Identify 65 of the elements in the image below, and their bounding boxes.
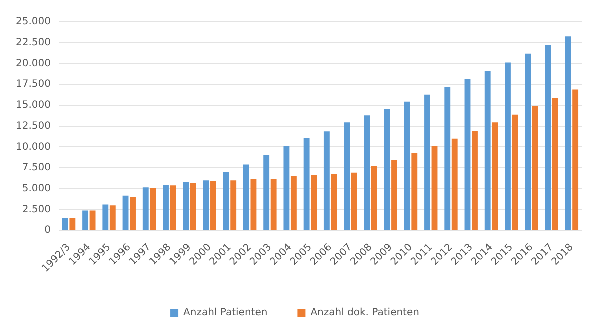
bar: [163, 185, 169, 230]
legend-label: Anzahl Patienten: [184, 308, 268, 319]
bar: [183, 182, 190, 230]
bar: [565, 36, 572, 230]
bar: [82, 210, 89, 230]
bar: [210, 181, 216, 230]
bar: [122, 196, 129, 230]
bar: [331, 174, 338, 230]
bar: [304, 138, 310, 230]
y-tick-label: 12.500: [16, 120, 51, 132]
bar: [223, 172, 230, 230]
bar: [102, 204, 109, 230]
bar: [170, 186, 176, 230]
bar: [203, 180, 210, 230]
bar: [432, 146, 438, 230]
bar: [351, 172, 358, 230]
bar: [250, 179, 257, 230]
bar: [392, 160, 398, 230]
bar: [70, 218, 76, 230]
y-tick-label: 25.000: [16, 16, 51, 28]
bar: [244, 164, 250, 230]
y-tick-label: 5.000: [22, 184, 51, 195]
bar: [150, 188, 156, 230]
bar: [110, 206, 116, 230]
y-tick-label: 10.000: [16, 142, 51, 153]
bar: [384, 109, 390, 230]
bar: [264, 156, 270, 230]
bar: [484, 71, 491, 230]
y-tick-label: 0: [44, 225, 51, 236]
bar: [230, 180, 237, 230]
bar: [270, 179, 277, 230]
bar: [545, 45, 552, 230]
bar: [472, 131, 478, 230]
y-tick-label: 22.500: [16, 37, 51, 48]
bar: [525, 54, 532, 230]
bar: [512, 114, 518, 230]
bar: [284, 146, 290, 230]
y-tick-label: 7.500: [22, 162, 51, 174]
bar: [142, 188, 149, 230]
bar: [311, 175, 318, 230]
y-tick-label: 2.500: [22, 204, 51, 216]
bar: [344, 122, 350, 230]
bar: [424, 94, 430, 230]
bar: [371, 166, 378, 230]
bar: [90, 210, 96, 230]
bar: [404, 102, 410, 230]
bar: [452, 138, 458, 230]
bar: [464, 80, 471, 230]
bar: [552, 98, 558, 230]
bar: [572, 90, 579, 230]
bar: [324, 132, 330, 230]
y-tick-label: 17.500: [16, 79, 51, 90]
bar: [492, 122, 498, 230]
bar: [190, 183, 196, 230]
bar: [444, 87, 451, 230]
bar: [290, 176, 297, 230]
bar: [505, 62, 511, 230]
bar: [130, 197, 136, 230]
bar: [412, 153, 418, 230]
y-tick-label: 20.000: [16, 58, 51, 70]
bar: [364, 116, 370, 230]
legend-label: Anzahl dok. Patienten: [310, 308, 420, 319]
y-tick-label: 15.000: [16, 100, 51, 112]
bar: [532, 106, 538, 230]
bar: [62, 218, 68, 230]
